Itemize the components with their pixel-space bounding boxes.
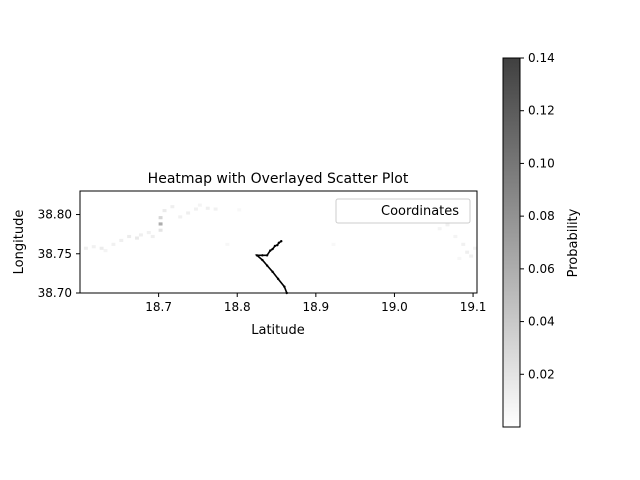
heat-cell	[197, 203, 202, 207]
y-axis-label: Longitude	[12, 210, 27, 275]
heat-cell	[103, 249, 108, 253]
y-tick-label: 38.80	[38, 208, 72, 222]
heat-cell	[99, 246, 104, 250]
scatter-point	[271, 247, 274, 251]
heat-cell	[237, 208, 242, 212]
x-tick-label: 18.8	[224, 300, 251, 314]
heat-cell	[225, 242, 230, 246]
scatter-point	[276, 243, 279, 247]
colorbar-label: Probability	[566, 208, 581, 277]
heat-cell	[186, 211, 191, 215]
heat-cell	[158, 228, 163, 232]
colorbar-tick-label: 0.10	[528, 156, 555, 170]
colorbar-ticks: 0.02 0.04 0.06 0.08 0.10 0.12 0.14	[520, 51, 555, 381]
scatter-series	[254, 240, 288, 295]
scatter-point	[255, 254, 259, 257]
heat-cell	[453, 234, 458, 239]
scatter-point	[277, 241, 281, 244]
heat-cell	[457, 256, 462, 261]
heat-cell	[127, 234, 132, 239]
y-axis: 38.70 38.75 38.80	[38, 208, 80, 300]
heat-cell	[469, 254, 474, 258]
heat-cell	[170, 205, 175, 209]
heat-cell	[138, 233, 143, 237]
heat-cell	[461, 242, 466, 246]
heat-cell	[158, 216, 163, 220]
y-tick-label: 38.75	[38, 247, 72, 261]
heat-cell	[119, 238, 124, 242]
heat-cell	[83, 246, 88, 250]
scatter-point	[280, 240, 283, 243]
heat-cell	[150, 234, 155, 239]
chart-title: Heatmap with Overlayed Scatter Plot	[148, 171, 409, 187]
heat-cell	[162, 209, 167, 213]
scatter-point	[283, 285, 286, 288]
scatter-point	[265, 264, 269, 267]
heat-cell	[465, 250, 470, 254]
legend-entry-coordinates: Coordinates	[381, 204, 459, 219]
colorbar-tick-label: 0.12	[528, 104, 555, 118]
heat-cell	[331, 242, 336, 246]
heat-cell	[193, 207, 198, 211]
colorbar-tick-label: 0.02	[528, 367, 555, 381]
colorbar-gradient	[502, 57, 521, 428]
heat-cell	[437, 227, 442, 231]
colorbar-tick-label: 0.08	[528, 209, 555, 223]
x-tick-label: 18.9	[302, 300, 329, 314]
heat-cell	[473, 246, 477, 250]
x-axis: 18.7 18.8 18.9 19.0 19.1	[145, 293, 486, 314]
colorbar-tick-label: 0.04	[528, 315, 555, 329]
scatter-point	[261, 254, 264, 257]
x-tick-label: 19.1	[460, 300, 487, 314]
scatter-point	[276, 277, 280, 281]
heatmap-cells	[83, 203, 477, 261]
scatter-point	[273, 244, 277, 248]
colorbar-tick-label: 0.14	[528, 51, 555, 65]
heat-cell	[205, 206, 210, 210]
heat-cell	[445, 223, 450, 227]
colorbar-tick-label: 0.06	[528, 262, 555, 276]
scatter-point	[271, 270, 274, 274]
plot-frame	[79, 190, 478, 294]
x-axis-label: Latitude	[251, 323, 305, 338]
y-tick-label: 38.70	[38, 286, 72, 300]
scatter-point	[261, 258, 264, 262]
heat-cell	[213, 207, 218, 211]
x-tick-label: 18.7	[145, 300, 172, 314]
heat-cell	[91, 245, 96, 249]
heat-cell	[146, 231, 151, 235]
legend-box	[335, 198, 471, 224]
scatter-point	[269, 249, 272, 252]
heat-cell	[158, 222, 163, 226]
heat-cell	[178, 215, 183, 219]
x-tick-label: 19.0	[381, 300, 408, 314]
heat-cell	[111, 242, 116, 246]
heat-cell	[135, 236, 139, 240]
legend: Coordinates	[335, 198, 471, 224]
scatter-point	[265, 254, 269, 257]
colorbar: 0.02 0.04 0.06 0.08 0.10 0.12 0.14 Probability	[502, 51, 581, 428]
